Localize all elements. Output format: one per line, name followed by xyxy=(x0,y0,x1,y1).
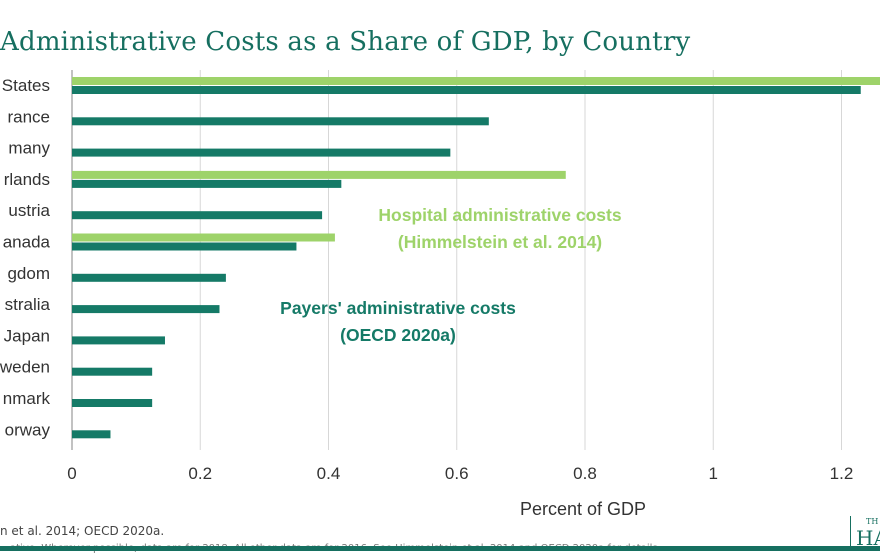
category-label: anada xyxy=(3,233,51,252)
x-tick-labels: 0 0.2 0.4 0.6 0.8 1 1.2 xyxy=(67,464,853,483)
category-label: weden xyxy=(0,358,50,377)
bar-payers xyxy=(72,211,323,220)
category-label: rlands xyxy=(4,170,50,189)
category-labels: States rance many rlands ustria anada gdom stra… xyxy=(0,76,51,439)
bar-payers xyxy=(72,367,153,376)
bar-payers xyxy=(72,117,489,126)
bar-payers xyxy=(72,179,342,188)
category-label: nmark xyxy=(3,389,51,408)
category-label: ustria xyxy=(8,201,50,220)
annotation-hospital: (Himmelstein et al. 2014) xyxy=(398,232,602,252)
category-label: States xyxy=(2,76,50,95)
x-tick-label: 0.8 xyxy=(573,464,597,483)
x-tick-label: 0.6 xyxy=(445,464,469,483)
bar-payers xyxy=(72,336,165,345)
bar-payers xyxy=(72,399,153,407)
category-label: gdom xyxy=(7,264,50,283)
bar-payers xyxy=(72,430,111,439)
source-note: n et al. 2014; OECD 2020a. xyxy=(0,524,165,538)
bar-chart: States rance many rlands ustria anada gdom stra… xyxy=(0,70,880,519)
category-label: stralia xyxy=(5,295,51,314)
bar-payers xyxy=(72,148,451,157)
bar-payers xyxy=(72,273,226,282)
x-tick-label: 0 xyxy=(67,464,76,483)
bar-payers xyxy=(72,86,861,94)
bar-hospital xyxy=(72,170,566,179)
category-label: Japan xyxy=(4,326,50,345)
bottom-bar xyxy=(0,546,880,551)
gridlines xyxy=(71,70,842,450)
logo-small-text: TH xyxy=(866,517,879,526)
category-label: orway xyxy=(5,420,51,439)
category-label: many xyxy=(8,139,50,158)
chart-title: Administrative Costs as a Share of GDP, … xyxy=(0,27,691,57)
x-tick-label: 0.4 xyxy=(317,464,341,483)
bars xyxy=(72,77,880,439)
bar-hospital xyxy=(72,233,335,242)
x-tick-label: 1 xyxy=(709,464,718,483)
x-axis-label: Percent of GDP xyxy=(520,499,646,519)
annotation-payers: Payers' administrative costs xyxy=(280,298,516,318)
x-tick-label: 0.2 xyxy=(188,464,212,483)
bar-payers xyxy=(72,242,297,251)
bar-hospital xyxy=(72,77,880,85)
bar-payers xyxy=(72,305,220,314)
annotation-hospital: Hospital administrative costs xyxy=(378,205,621,225)
category-label: rance xyxy=(7,107,50,126)
x-tick-label: 1.2 xyxy=(830,464,854,483)
annotation-payers: (OECD 2020a) xyxy=(340,325,456,345)
annotations: Hospital administrative costs (Himmelstei… xyxy=(280,205,622,345)
